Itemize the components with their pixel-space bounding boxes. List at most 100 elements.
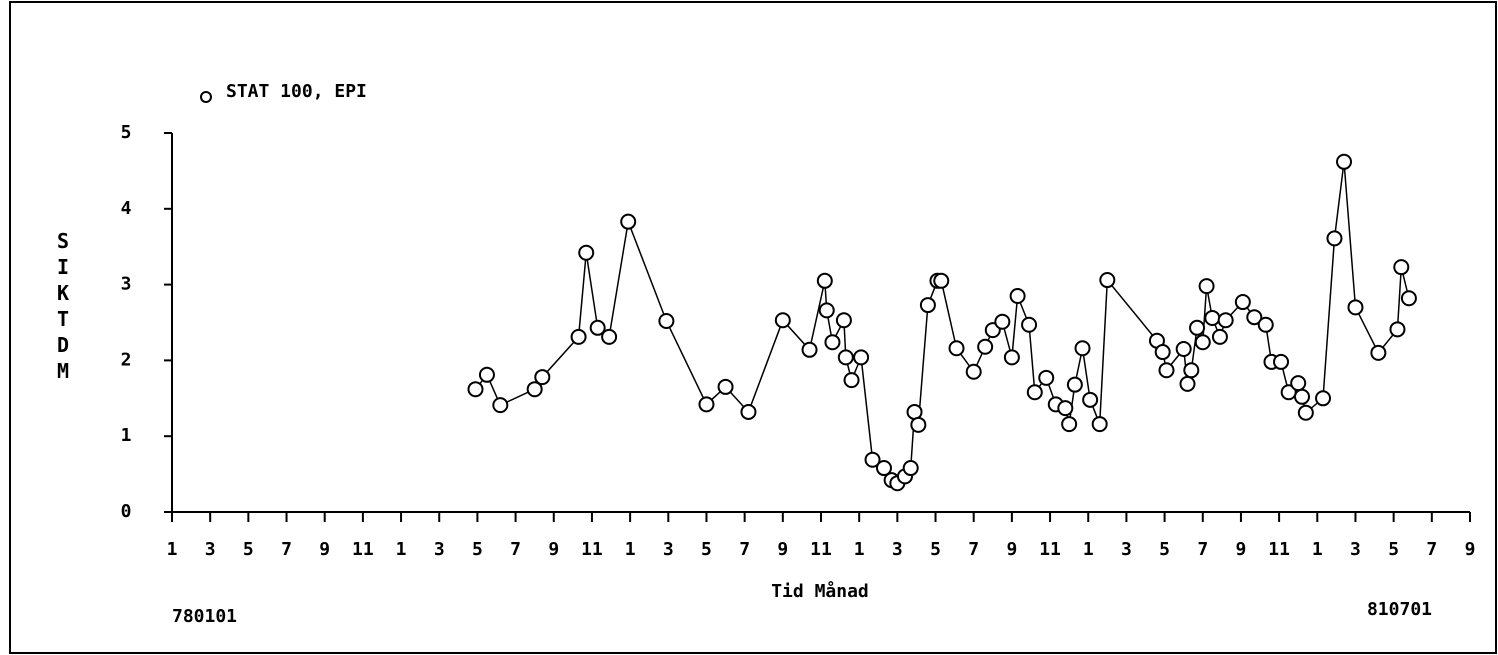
data-point [1189, 319, 1206, 336]
data-point [492, 397, 509, 414]
data-point [965, 363, 982, 380]
x-tick-label: 1 [396, 539, 407, 560]
legend-marker [200, 91, 212, 103]
x-tick-label: 3 [1121, 539, 1132, 560]
data-point [1370, 344, 1387, 361]
x-tick-label: 5 [1388, 539, 1399, 560]
data-point [1297, 404, 1314, 421]
data-point [740, 403, 757, 420]
data-point [1175, 341, 1192, 358]
data-point [467, 381, 484, 398]
x-tick-label: 5 [1159, 539, 1170, 560]
data-point [698, 396, 715, 413]
x-tick-label: 7 [968, 539, 979, 560]
x-tick-label: 1 [854, 539, 865, 560]
data-point [1326, 230, 1343, 247]
x-tick-label: 5 [701, 539, 712, 560]
data-point [1204, 309, 1221, 326]
x-tick-label: 9 [1465, 539, 1476, 560]
data-point [1066, 376, 1083, 393]
x-tick-label: 9 [548, 539, 559, 560]
x-tick-label: 3 [205, 539, 216, 560]
data-point [843, 372, 860, 389]
data-point [1211, 328, 1228, 345]
data-point [1194, 334, 1211, 351]
x-tick-label: 7 [1197, 539, 1208, 560]
x-tick-label: 5 [243, 539, 254, 560]
data-point [1091, 416, 1108, 433]
data-point [1009, 287, 1026, 304]
data-point [933, 272, 950, 289]
y-tick-label: 0 [121, 501, 132, 522]
data-point [824, 334, 841, 351]
x-tick-label: 1 [625, 539, 636, 560]
data-point [526, 381, 543, 398]
x-tick-label: 5 [930, 539, 941, 560]
data-point [1290, 375, 1307, 392]
data-point [589, 319, 606, 336]
data-point [1057, 400, 1074, 417]
x-tick-label: 5 [472, 539, 483, 560]
data-point [1198, 278, 1215, 295]
data-point [906, 403, 923, 420]
legend-label: STAT 100, EPI [226, 81, 367, 102]
x-tick-label: 3 [892, 539, 903, 560]
data-point [853, 349, 870, 366]
x-tick-label: 11 [1039, 539, 1061, 560]
data-point [864, 451, 881, 468]
x-tick-label: 3 [434, 539, 445, 560]
data-point [534, 369, 551, 386]
data-point [1021, 316, 1038, 333]
x-tick-label: 7 [1426, 539, 1437, 560]
x-tick-label: 7 [281, 539, 292, 560]
data-point [910, 416, 927, 433]
x-tick-label: 9 [319, 539, 330, 560]
data-point [1400, 290, 1417, 307]
y-tick-label: 2 [121, 349, 132, 370]
x-tick-label: 11 [352, 539, 374, 560]
data-point [837, 349, 854, 366]
frame [9, 1, 1497, 654]
data-point [658, 312, 675, 329]
data-point [1217, 312, 1234, 329]
x-tick-label: 11 [1268, 539, 1290, 560]
data-point [801, 341, 818, 358]
x-tick-label: 7 [510, 539, 521, 560]
data-point [818, 302, 835, 319]
data-point [1179, 375, 1196, 392]
data-point [977, 338, 994, 355]
data-point [1347, 299, 1364, 316]
data-point [578, 244, 595, 261]
data-point [1154, 344, 1171, 361]
data-point [717, 378, 734, 395]
data-point [835, 312, 852, 329]
data-point [1082, 391, 1099, 408]
x-axis-label: Tid Månad [771, 580, 869, 602]
data-point [1246, 309, 1263, 326]
data-point [1026, 384, 1043, 401]
x-tick-label: 11 [581, 539, 603, 560]
data-point [1389, 321, 1406, 338]
data-point [1158, 362, 1175, 379]
end-date: 810701 [1367, 599, 1432, 620]
data-point [478, 366, 495, 383]
data-point [1074, 340, 1091, 357]
y-tick-label: 5 [121, 122, 132, 143]
data-point [1003, 349, 1020, 366]
data-point [1183, 362, 1200, 379]
x-tick-label: 1 [1083, 539, 1094, 560]
x-tick-label: 1 [1312, 539, 1323, 560]
data-point [570, 328, 587, 345]
x-tick-label: 9 [1236, 539, 1247, 560]
x-tick-label: 3 [1350, 539, 1361, 560]
x-tick-label: 7 [739, 539, 750, 560]
data-point [902, 460, 919, 477]
data-point [1257, 316, 1274, 333]
data-point [1061, 416, 1078, 433]
y-axis-label: SIKTD M [56, 229, 82, 383]
x-tick-label: 3 [663, 539, 674, 560]
data-point [1099, 272, 1116, 289]
data-point [1393, 259, 1410, 276]
